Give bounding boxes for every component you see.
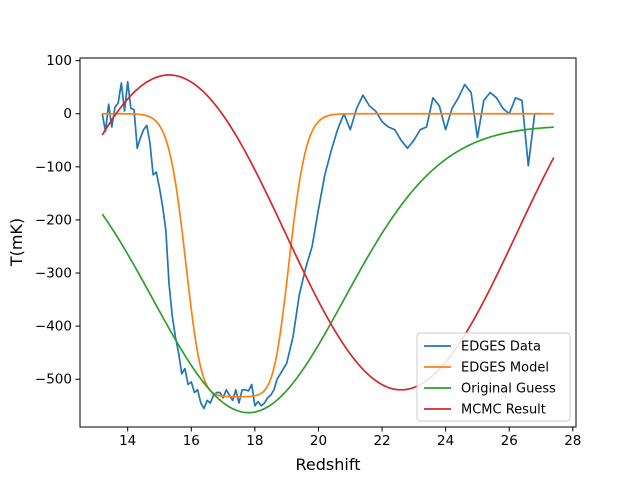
x-axis-label: Redshift	[296, 455, 361, 474]
legend-label: EDGES Data	[461, 340, 541, 355]
legend-label: MCMC Result	[461, 403, 546, 418]
x-tick-label: 16	[183, 433, 200, 449]
y-tick-label: −500	[35, 372, 72, 388]
y-axis-label: T(mK)	[7, 218, 26, 267]
y-tick-label: −300	[35, 266, 72, 282]
x-tick-label: 20	[310, 433, 327, 449]
series-line-edges-model	[102, 112, 554, 398]
legend-box	[416, 332, 571, 422]
x-tick-label: 24	[437, 433, 454, 449]
x-axis-ticks: 14 16 18 20 22 24 26 28	[119, 427, 581, 449]
x-tick-label: 18	[246, 433, 263, 449]
legend-label: EDGES Model	[461, 361, 549, 376]
series-line-mcmc-result	[101, 74, 555, 391]
y-tick-label: 0	[63, 106, 72, 122]
y-tick-label: −100	[35, 159, 72, 175]
x-tick-label: 22	[373, 433, 390, 449]
x-tick-label: 28	[564, 433, 581, 449]
y-tick-label: −200	[35, 212, 72, 228]
plot-frame	[79, 57, 577, 428]
legend-label: Original Guess	[461, 382, 556, 397]
series-line-original-guess	[101, 126, 554, 414]
series-line-edges-data	[101, 81, 542, 410]
y-tick-label: −400	[35, 319, 72, 335]
y-tick-label: 100	[46, 53, 72, 69]
x-tick-label: 26	[501, 433, 518, 449]
x-tick-label: 14	[119, 433, 136, 449]
legend: EDGES Data EDGES Model Original Guess MCMC …	[416, 332, 571, 422]
series-layer	[101, 74, 555, 414]
y-axis-ticks: 100 0 −100 −200 −300 −400 −500	[35, 53, 80, 388]
